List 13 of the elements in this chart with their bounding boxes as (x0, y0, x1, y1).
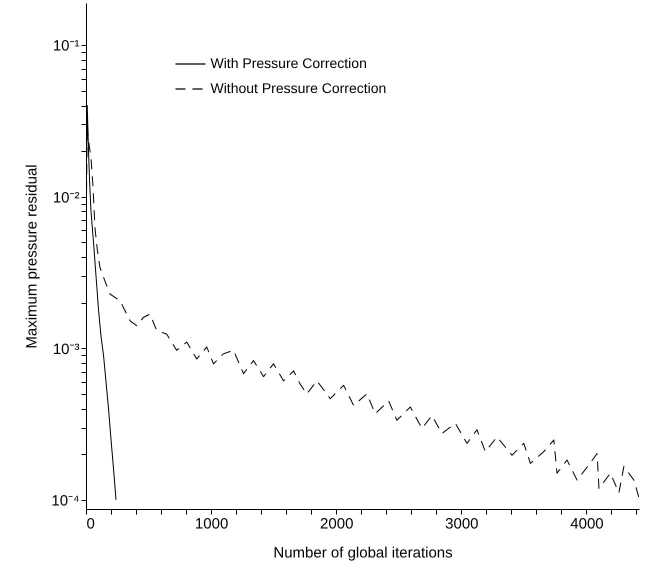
legend-label: Without Pressure Correction (210, 80, 386, 96)
x-tick-label: 3000 (445, 516, 479, 532)
y-tick-label: 10⁻² (52, 189, 80, 206)
y-tick-label: 10⁻⁴ (51, 492, 80, 510)
y-axis-title: Maximum pressure residual (23, 164, 40, 349)
y-tick-label: 10⁻³ (52, 340, 80, 358)
x-axis-title: Number of global iterations (273, 544, 453, 562)
legend-label: With Pressure Correction (210, 55, 367, 71)
x-tick-label: 1000 (194, 516, 228, 532)
x-tick-label: 2000 (320, 516, 354, 532)
x-tick-label: 0 (86, 516, 95, 532)
y-tick-label: 10⁻¹ (52, 38, 80, 55)
x-tick-label: 4000 (570, 516, 604, 532)
